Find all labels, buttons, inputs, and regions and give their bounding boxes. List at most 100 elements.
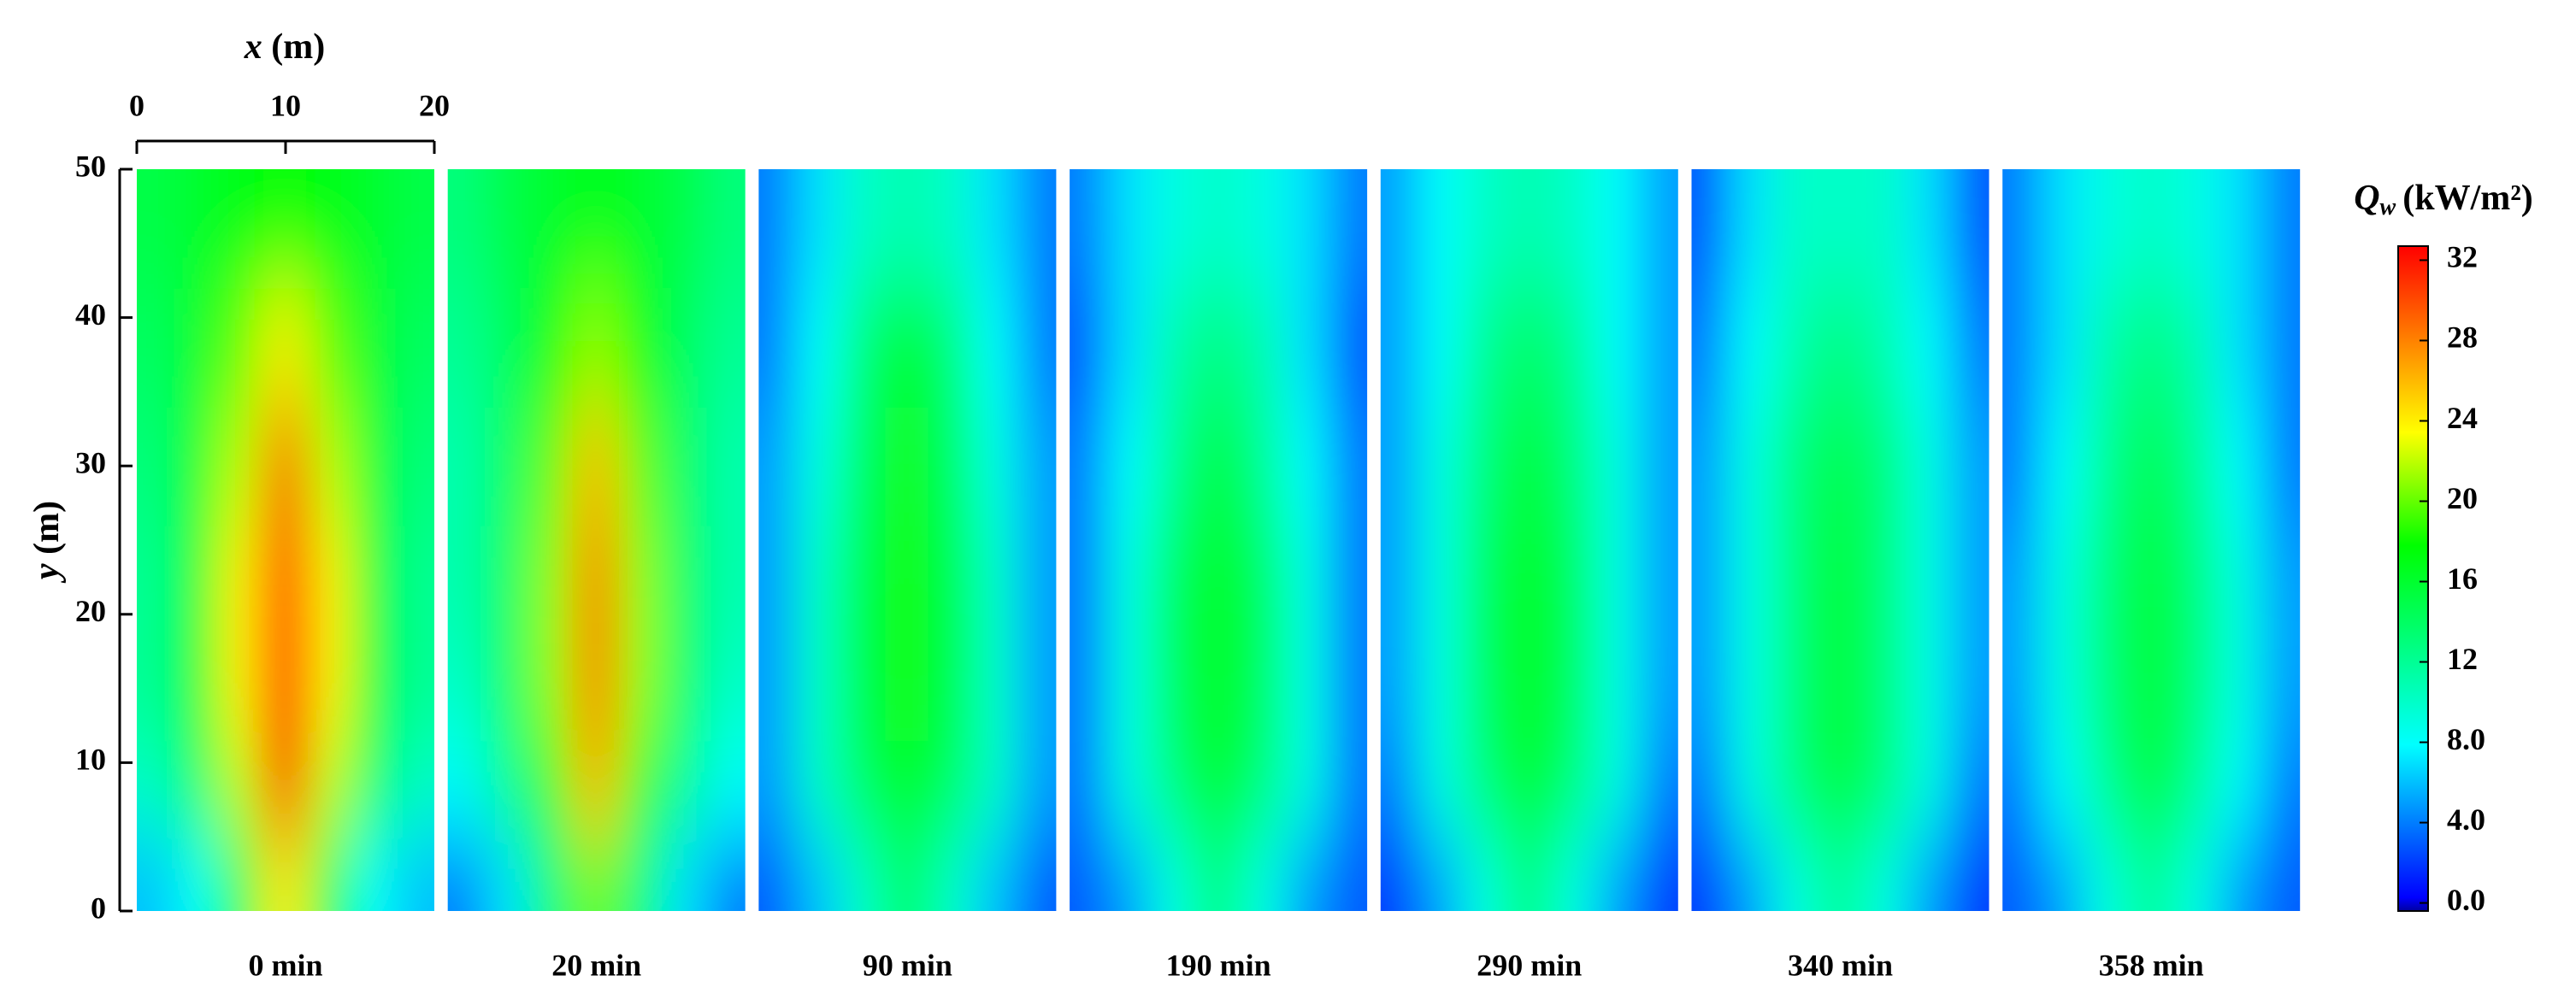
heat-cell bbox=[1595, 405, 1642, 526]
heat-cell bbox=[1070, 405, 1108, 526]
heat-cell bbox=[2002, 836, 2041, 911]
heat-cell bbox=[1017, 836, 1057, 911]
heat-cell bbox=[484, 286, 531, 408]
heat-cell bbox=[884, 524, 931, 638]
heat-cell bbox=[794, 635, 842, 742]
heat-cell bbox=[928, 524, 976, 638]
heat-cell bbox=[307, 524, 354, 638]
heat-cell bbox=[707, 524, 746, 638]
heat-cell bbox=[307, 169, 354, 289]
heat-cell bbox=[351, 635, 398, 742]
heat-cell bbox=[617, 635, 664, 742]
heat-cell bbox=[573, 739, 620, 838]
panel-title: 90 min bbox=[863, 948, 952, 982]
heat-cell bbox=[484, 524, 531, 638]
heat-cell bbox=[484, 739, 531, 838]
heat-cell bbox=[447, 286, 486, 408]
heat-cell bbox=[1817, 739, 1864, 838]
heatmap-panel bbox=[1070, 169, 1368, 911]
heatmap-cells bbox=[2002, 169, 2301, 911]
heat-cell bbox=[1906, 739, 1953, 838]
heat-cell bbox=[794, 405, 842, 526]
heat-cell bbox=[573, 836, 620, 911]
heat-cell bbox=[1506, 169, 1553, 289]
heat-cell bbox=[1728, 635, 1775, 742]
heat-cell bbox=[528, 405, 575, 526]
heat-cell bbox=[351, 169, 398, 289]
heat-cell bbox=[1906, 524, 1953, 638]
heat-cell bbox=[1550, 836, 1598, 911]
heat-cell bbox=[307, 405, 354, 526]
heat-cell bbox=[528, 286, 575, 408]
heat-cell bbox=[2128, 635, 2175, 742]
heat-cell bbox=[351, 524, 398, 638]
heat-cell bbox=[1329, 524, 1368, 638]
heat-cell bbox=[794, 286, 842, 408]
heat-cell bbox=[217, 169, 264, 289]
colorbar-tick-label: 8.0 bbox=[2447, 722, 2485, 756]
heat-cell bbox=[1240, 635, 1287, 742]
heat-cell bbox=[1772, 739, 1819, 838]
panel-title: 290 min bbox=[1477, 948, 1582, 982]
heat-cell bbox=[758, 169, 797, 289]
heat-cell bbox=[173, 405, 220, 526]
heat-cell bbox=[396, 524, 434, 638]
heat-cell bbox=[884, 836, 931, 911]
heat-cell bbox=[1595, 524, 1642, 638]
heat-cell bbox=[1506, 286, 1553, 408]
heat-cell bbox=[1240, 739, 1287, 838]
heat-cell bbox=[707, 169, 746, 289]
heat-cell bbox=[1817, 635, 1864, 742]
heat-cell bbox=[1461, 169, 1508, 289]
heat-cell bbox=[2128, 169, 2175, 289]
heatmap-panel bbox=[2002, 169, 2301, 911]
panel-title: 358 min bbox=[2099, 948, 2204, 982]
heat-cell bbox=[2083, 286, 2131, 408]
heat-cell bbox=[2083, 635, 2131, 742]
heat-cell bbox=[447, 405, 486, 526]
heat-cell bbox=[758, 286, 797, 408]
heat-cell bbox=[2172, 286, 2219, 408]
heat-cell bbox=[1329, 405, 1368, 526]
heat-cell bbox=[884, 739, 931, 838]
y-tick-label: 10 bbox=[75, 743, 106, 777]
heat-cell bbox=[262, 635, 309, 742]
heat-cell bbox=[1417, 524, 1464, 638]
heat-cell bbox=[1195, 739, 1242, 838]
heat-cell bbox=[617, 739, 664, 838]
heat-cell bbox=[794, 836, 842, 911]
heat-cell bbox=[573, 169, 620, 289]
heat-cell bbox=[928, 635, 976, 742]
heat-cell bbox=[447, 836, 486, 911]
heat-cell bbox=[840, 635, 887, 742]
heat-cell bbox=[2172, 836, 2219, 911]
heat-cell bbox=[2128, 524, 2175, 638]
heat-cell bbox=[1772, 836, 1819, 911]
colorbar-tick-label: 12 bbox=[2447, 642, 2478, 676]
heat-cell bbox=[528, 739, 575, 838]
heat-cell bbox=[307, 635, 354, 742]
heat-cell bbox=[1861, 405, 1908, 526]
heat-cell bbox=[1017, 524, 1057, 638]
heat-cell bbox=[1195, 524, 1242, 638]
heat-cell bbox=[2261, 635, 2301, 742]
heat-cell bbox=[1691, 169, 1730, 289]
heat-cell bbox=[928, 169, 976, 289]
heat-cell bbox=[928, 286, 976, 408]
heat-cell bbox=[1070, 739, 1108, 838]
heat-cell bbox=[137, 524, 175, 638]
heat-cell bbox=[1150, 405, 1197, 526]
heat-cell bbox=[573, 635, 620, 742]
heatmap-cells bbox=[1691, 169, 1989, 911]
heat-cell bbox=[2083, 169, 2131, 289]
heat-cell bbox=[1550, 169, 1598, 289]
x-tick-label: 10 bbox=[270, 88, 301, 122]
y-tick-label: 50 bbox=[75, 149, 106, 183]
heat-cell bbox=[1105, 635, 1152, 742]
heat-cell bbox=[663, 524, 710, 638]
heat-cell bbox=[840, 405, 887, 526]
heat-cell bbox=[351, 739, 398, 838]
colorbar-tick-label: 20 bbox=[2447, 481, 2478, 515]
heat-cell bbox=[2002, 286, 2041, 408]
heat-cell bbox=[1691, 405, 1730, 526]
